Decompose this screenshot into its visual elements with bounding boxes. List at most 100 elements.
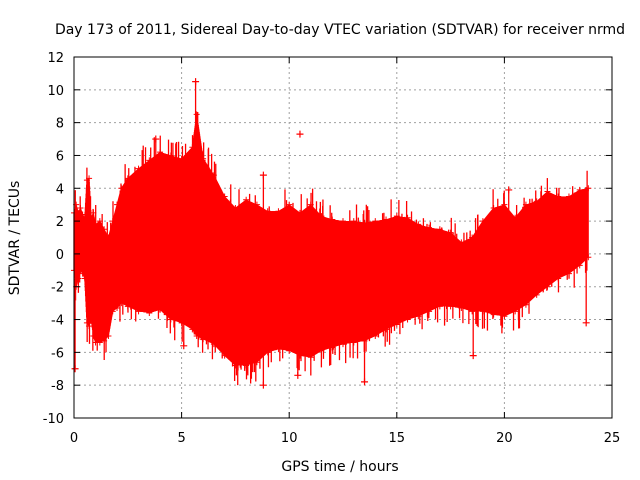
data-point-marker [555, 193, 562, 200]
data-point-marker [479, 308, 486, 315]
data-point-marker [469, 234, 476, 241]
data-point-marker [79, 270, 86, 277]
y-tick-label: 8 [56, 117, 64, 132]
y-tick-label: 0 [56, 248, 64, 263]
data-point-marker [296, 209, 303, 216]
y-tick-label: 2 [56, 215, 64, 230]
data-point-marker [479, 218, 486, 225]
data-point-marker [350, 218, 357, 225]
data-point-marker [533, 291, 540, 298]
data-layer [71, 78, 592, 389]
data-point-marker [447, 229, 454, 236]
data-point-marker [501, 313, 508, 320]
data-point-marker [167, 152, 174, 159]
data-point-marker [86, 323, 93, 330]
data-point-marker [555, 275, 562, 282]
data-point-marker [178, 155, 185, 162]
data-point-marker [318, 347, 325, 354]
data-point-marker [340, 341, 346, 348]
data-point-marker [86, 175, 93, 182]
data-point-marker [75, 275, 82, 282]
data-point-marker [458, 239, 465, 246]
data-point-marker [146, 157, 153, 164]
data-point-marker [522, 201, 529, 208]
y-tick-label: 12 [47, 51, 64, 66]
data-point-marker [253, 201, 260, 208]
data-point-marker [157, 306, 164, 313]
data-point-marker [167, 316, 174, 323]
data-point-marker [350, 339, 357, 346]
y-tick-label: -8 [51, 379, 64, 394]
data-point-marker [90, 209, 97, 216]
data-point-marker [135, 165, 142, 172]
data-point-marker [232, 204, 239, 211]
x-axis-label: GPS time / hours [281, 459, 398, 475]
x-tick-label: 25 [604, 431, 621, 446]
data-point-marker [88, 214, 95, 221]
plot-frame [73, 56, 613, 419]
data-point-marker [533, 198, 540, 205]
data-point-marker [458, 305, 465, 312]
data-point-marker [585, 254, 592, 261]
data-point-marker [585, 185, 592, 192]
data-point-marker [200, 336, 207, 343]
y-tick-label: -6 [51, 346, 64, 361]
data-point-marker [96, 218, 103, 225]
outlier-point [296, 130, 304, 138]
data-point-marker [193, 111, 200, 118]
data-point-marker [501, 201, 508, 208]
data-point-marker [576, 262, 583, 269]
outlier-point [259, 171, 267, 179]
data-point-marker [90, 332, 97, 339]
data-point-marker [81, 275, 88, 282]
data-point-marker [77, 267, 84, 274]
x-tick-label: 15 [389, 431, 406, 446]
data-point-marker [77, 204, 84, 211]
data-point-marker [221, 352, 228, 359]
data-point-marker [383, 326, 390, 333]
data-point-marker [124, 175, 131, 182]
data-point-marker [426, 224, 433, 231]
data-point-marker [114, 305, 121, 312]
data-point-marker [275, 208, 282, 215]
data-point-marker [490, 204, 497, 211]
data-point-marker [96, 339, 103, 346]
data-point-marker [118, 300, 125, 307]
data-point-marker [318, 213, 325, 220]
data-point-marker [83, 319, 90, 326]
data-point-marker [393, 321, 400, 328]
data-point-marker [178, 319, 185, 326]
x-tick-label: 0 [70, 431, 78, 446]
data-point-marker [404, 214, 411, 221]
data-point-marker [447, 303, 454, 310]
data-point-marker [275, 346, 282, 353]
outlier-point [180, 342, 188, 350]
data-point-marker [415, 221, 422, 228]
chart-title: Day 173 of 2011, Sidereal Day-to-day VTE… [55, 22, 625, 38]
data-point-marker [105, 332, 112, 339]
data-point-marker [243, 196, 250, 203]
data-point-marker [193, 332, 200, 339]
data-point-marker [200, 155, 207, 162]
data-point-marker [79, 211, 86, 218]
data-point-marker [512, 308, 519, 315]
data-point-marker [118, 185, 125, 192]
data-point-marker [383, 216, 390, 223]
y-tick-label: 10 [47, 84, 64, 99]
data-point-marker [210, 341, 217, 348]
data-point-marker [264, 208, 271, 215]
data-point-marker [361, 219, 368, 226]
data-point-marker [114, 201, 121, 208]
data-point-marker [565, 193, 572, 200]
y-tick-label: -10 [43, 412, 64, 427]
data-point-marker [286, 201, 293, 208]
data-point-marker [436, 303, 443, 310]
data-point-marker [372, 218, 379, 225]
data-point-marker [512, 214, 519, 221]
data-point-marker [124, 303, 131, 310]
outlier-point [259, 381, 267, 389]
data-point-marker [189, 144, 196, 151]
data-point-marker [75, 209, 82, 216]
data-point-marker [109, 218, 116, 225]
